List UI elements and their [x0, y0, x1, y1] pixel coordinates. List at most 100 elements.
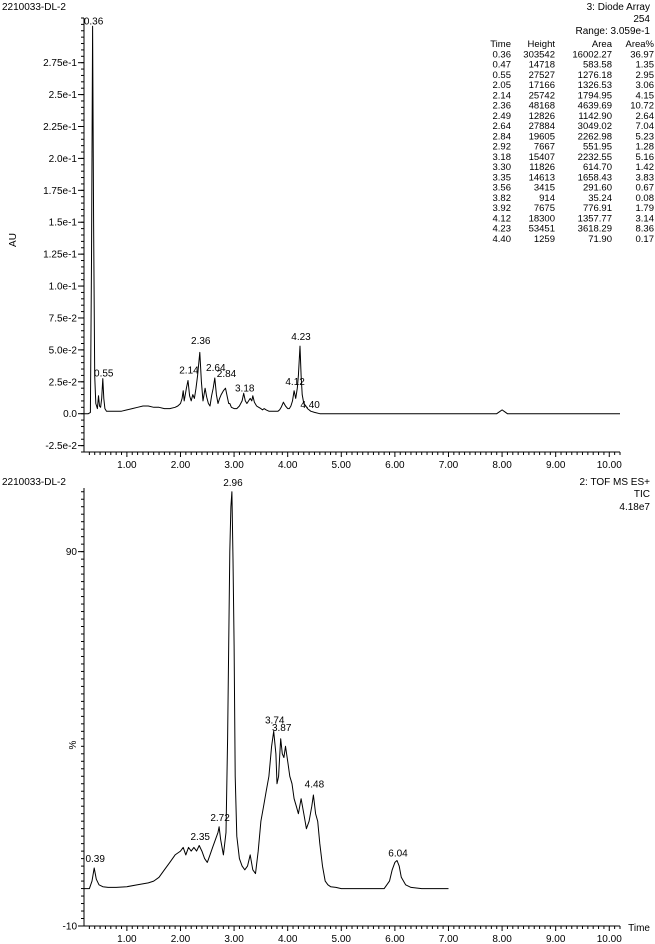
peak-table-cell: 583.58: [583, 60, 612, 71]
panel1-y-tick-labels: -2.5e-2 0.0 2.5e-2 5.0e-2 7.5e-2 1.0e-1 1.25e-…: [43, 58, 77, 452]
peak-label: 2.72: [210, 813, 230, 824]
peak-table-cell: 2.14: [493, 90, 512, 101]
x-tick-label: 10.00: [597, 460, 622, 471]
panel2-ticks: [78, 491, 621, 931]
peak-table-cell: 2262.98: [578, 131, 612, 142]
peak-label: 4.23: [291, 332, 311, 343]
peak-table-cell: 16002.27: [572, 49, 612, 60]
peak-table-cell: 0.36: [493, 49, 512, 60]
peak-table-cell: 1794.95: [578, 90, 612, 101]
peak-table-cell: 2.64: [636, 111, 655, 122]
peak-table-cell: 1357.77: [578, 213, 612, 224]
peak-table-cell: 15407: [529, 152, 555, 163]
peak-table-cell: 2.84: [493, 131, 512, 142]
peak-table-cell: 614.70: [583, 162, 612, 173]
peak-table-cell: 1.79: [636, 203, 655, 214]
panel1-header-wavelength: 254: [633, 14, 650, 25]
peak-table-cell: 2232.55: [578, 152, 612, 163]
tic-panel: 2210033-DL-2 2: TOF MS ES+ TIC 4.18e7 % …: [2, 477, 650, 944]
y-tick-label: 1.75e-1: [43, 186, 77, 197]
panel1-ticks: [78, 17, 621, 457]
peak-table-cell: 5.16: [636, 152, 655, 163]
peak-label: 0.39: [85, 854, 105, 865]
peak-table-cell: 3415: [534, 183, 555, 194]
peak-table-cell: 776.91: [583, 203, 612, 214]
peak-label: 3.87: [272, 723, 292, 734]
panel1-sample-name: 2210033-DL-2: [2, 2, 66, 13]
peak-table-cell: 35.24: [588, 193, 612, 204]
peak-table-cell: 1.35: [636, 60, 655, 71]
peak-table-cell: 3.30: [493, 162, 512, 173]
panel2-y-axis-label: %: [68, 740, 79, 749]
peak-table-cell: 3.06: [636, 80, 655, 91]
peak-table-cell: 1326.53: [578, 80, 612, 91]
peak-table-cell: 14718: [529, 60, 555, 71]
peak-table-cell: 0.08: [636, 193, 655, 204]
peak-label: 2.36: [191, 336, 211, 347]
x-tick-label: 3.00: [224, 460, 244, 471]
peak-table-header: Area: [592, 39, 613, 50]
peak-table-cell: 0.55: [493, 70, 512, 81]
y-tick-label: 90: [66, 547, 78, 558]
y-tick-label: 2.0e-1: [49, 154, 78, 165]
peak-label: 2.96: [223, 478, 243, 489]
y-tick-label: 2.75e-1: [43, 58, 77, 69]
panel2-header-detector: 2: TOF MS ES+: [580, 477, 651, 488]
peak-table-cell: 1.28: [636, 142, 655, 153]
peak-table-cell: 1658.43: [578, 172, 612, 183]
x-tick-label: 2.00: [171, 934, 191, 944]
x-tick-label: 3.00: [224, 934, 244, 944]
peak-table-header: Area%: [625, 39, 654, 50]
peak-table-cell: 10.72: [630, 101, 654, 112]
peak-table-cell: 3.92: [493, 203, 512, 214]
peak-table-header: Height: [528, 39, 556, 50]
y-tick-label: 5.0e-2: [49, 345, 78, 356]
peak-table-cell: 4.15: [636, 90, 655, 101]
peak-label: 3.74: [265, 716, 285, 727]
peak-table-cell: 19605: [529, 131, 555, 142]
panel1-uv-trace: [84, 25, 620, 415]
x-tick-label: 6.00: [385, 460, 405, 471]
panel1-header-range: Range: 3.059e-1: [575, 26, 650, 37]
y-tick-label: 1.5e-1: [49, 218, 78, 229]
peak-table-cell: 2.05: [493, 80, 512, 91]
peak-table-cell: 71.90: [588, 234, 612, 245]
x-tick-label: 1.00: [117, 934, 137, 944]
peak-table-cell: 1259: [534, 234, 555, 245]
peak-label: 0.55: [94, 369, 114, 380]
peak-table-cell: 3.56: [493, 183, 512, 194]
x-tick-label: 4.00: [278, 934, 298, 944]
panel2-sample-name: 2210033-DL-2: [2, 477, 66, 488]
peak-table-cell: 3.83: [636, 172, 655, 183]
peak-table-cell: 4639.69: [578, 101, 612, 112]
peak-table-cell: 5.23: [636, 131, 655, 142]
y-tick-label: -10: [63, 922, 78, 933]
x-tick-label: 6.00: [385, 934, 405, 944]
peak-label: 2.64: [206, 363, 226, 374]
peak-table-cell: 914: [539, 193, 555, 204]
peak-table-cell: 8.36: [636, 224, 655, 235]
peak-label: 6.04: [388, 849, 408, 860]
peak-table-cell: 1276.18: [578, 70, 612, 81]
peak-table-cell: 14613: [529, 172, 555, 183]
peak-table-cell: 0.67: [636, 183, 655, 194]
panel2-peak-labels: 0.39 2.35 2.72 2.96 3.743.87 4.48 6.04: [85, 478, 408, 865]
peak-table-cell: 36.97: [630, 49, 654, 60]
peak-table-cell: 0.17: [636, 234, 655, 245]
x-tick-label: 5.00: [332, 934, 352, 944]
peak-table-cell: 3.35: [493, 172, 512, 183]
peak-table-cell: 4.23: [493, 224, 512, 235]
panel2-y-tick-labels: 90 -10: [63, 547, 78, 932]
peak-table-cell: 0.47: [493, 60, 512, 71]
peak-table-cell: 18300: [529, 213, 555, 224]
peak-table-cell: 303542: [523, 49, 555, 60]
peak-table-cell: 12826: [529, 111, 555, 122]
y-tick-label: -2.5e-2: [45, 441, 77, 452]
x-tick-label: 2.00: [171, 460, 191, 471]
peak-label: 4.40: [300, 400, 320, 411]
y-tick-label: 2.5e-1: [49, 90, 78, 101]
x-tick-label: 7.00: [439, 460, 459, 471]
peak-table-cell: 2.64: [493, 121, 512, 132]
peak-table-cell: 3049.02: [578, 121, 612, 132]
